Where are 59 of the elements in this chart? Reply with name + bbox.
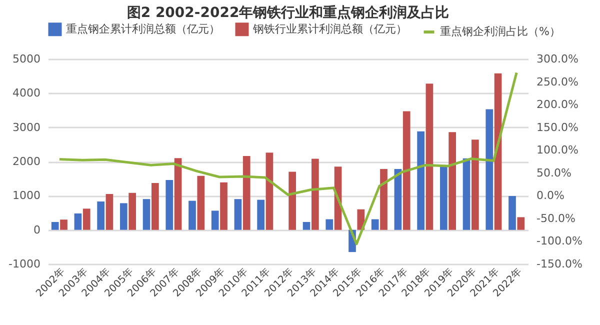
y2-tick-label: 0.0%	[536, 189, 564, 202]
y-tick-label: 2000	[12, 155, 40, 168]
y-tick-label: 0	[34, 223, 40, 236]
bar	[242, 156, 250, 230]
bar	[97, 201, 104, 230]
legend-label: 钢铁行业累计利润总额（亿元）	[252, 22, 407, 36]
bar	[394, 169, 402, 230]
bar	[257, 200, 264, 230]
y2-tick-label: 300.0%	[536, 52, 578, 66]
y2-tick-label: 50.0%	[536, 166, 572, 180]
bar	[312, 158, 319, 230]
bar	[288, 172, 296, 230]
bar	[142, 199, 150, 230]
bar	[60, 220, 68, 230]
legend-label: 重点钢企利润占比（%）	[440, 25, 560, 38]
y2-tick-label: 200.0%	[536, 98, 578, 112]
bar	[166, 180, 174, 230]
y2-tick-label: -150.0%	[536, 258, 582, 270]
bar	[188, 200, 196, 230]
y2-tick-label: -50.0%	[536, 212, 576, 225]
bar	[302, 222, 310, 230]
y-tick-label: 3000	[12, 120, 40, 134]
y-tick-label: -1000	[8, 258, 40, 270]
bar	[74, 213, 82, 230]
chart-title: 图2 2002-2022年钢铁行业和重点钢企利润及占比	[126, 4, 450, 21]
bar	[380, 169, 388, 230]
line-series	[58, 71, 518, 246]
bar	[462, 158, 470, 230]
bar	[517, 217, 525, 230]
y2-tick-label: 150.0%	[536, 120, 578, 134]
bar	[440, 166, 448, 230]
bar	[326, 219, 334, 230]
bar	[51, 222, 59, 230]
legend-label: 重点钢企累计利润总额（亿元）	[66, 22, 220, 36]
y-tick-label: 5000	[12, 52, 40, 66]
y2-tick-label: 250.0%	[536, 75, 578, 88]
bar	[234, 199, 242, 230]
bar	[402, 111, 410, 230]
y2-tick-label: 100.0%	[536, 144, 578, 157]
bar	[106, 194, 114, 230]
bar	[152, 183, 159, 230]
bar	[197, 176, 205, 230]
bar	[417, 131, 424, 230]
bar	[220, 182, 228, 230]
bar	[426, 84, 434, 230]
y2-tick-label: -100.0%	[536, 234, 582, 248]
bar	[211, 210, 219, 230]
bar	[174, 158, 182, 230]
bar	[128, 192, 136, 230]
bar	[82, 208, 90, 230]
bar	[472, 140, 479, 230]
bar	[371, 219, 379, 230]
bar	[486, 109, 494, 230]
bar	[508, 196, 516, 230]
bar	[448, 132, 456, 230]
bar	[120, 203, 128, 230]
bar	[266, 152, 274, 230]
y-tick-label: 1000	[12, 189, 40, 202]
y-tick-label: 4000	[12, 86, 40, 100]
